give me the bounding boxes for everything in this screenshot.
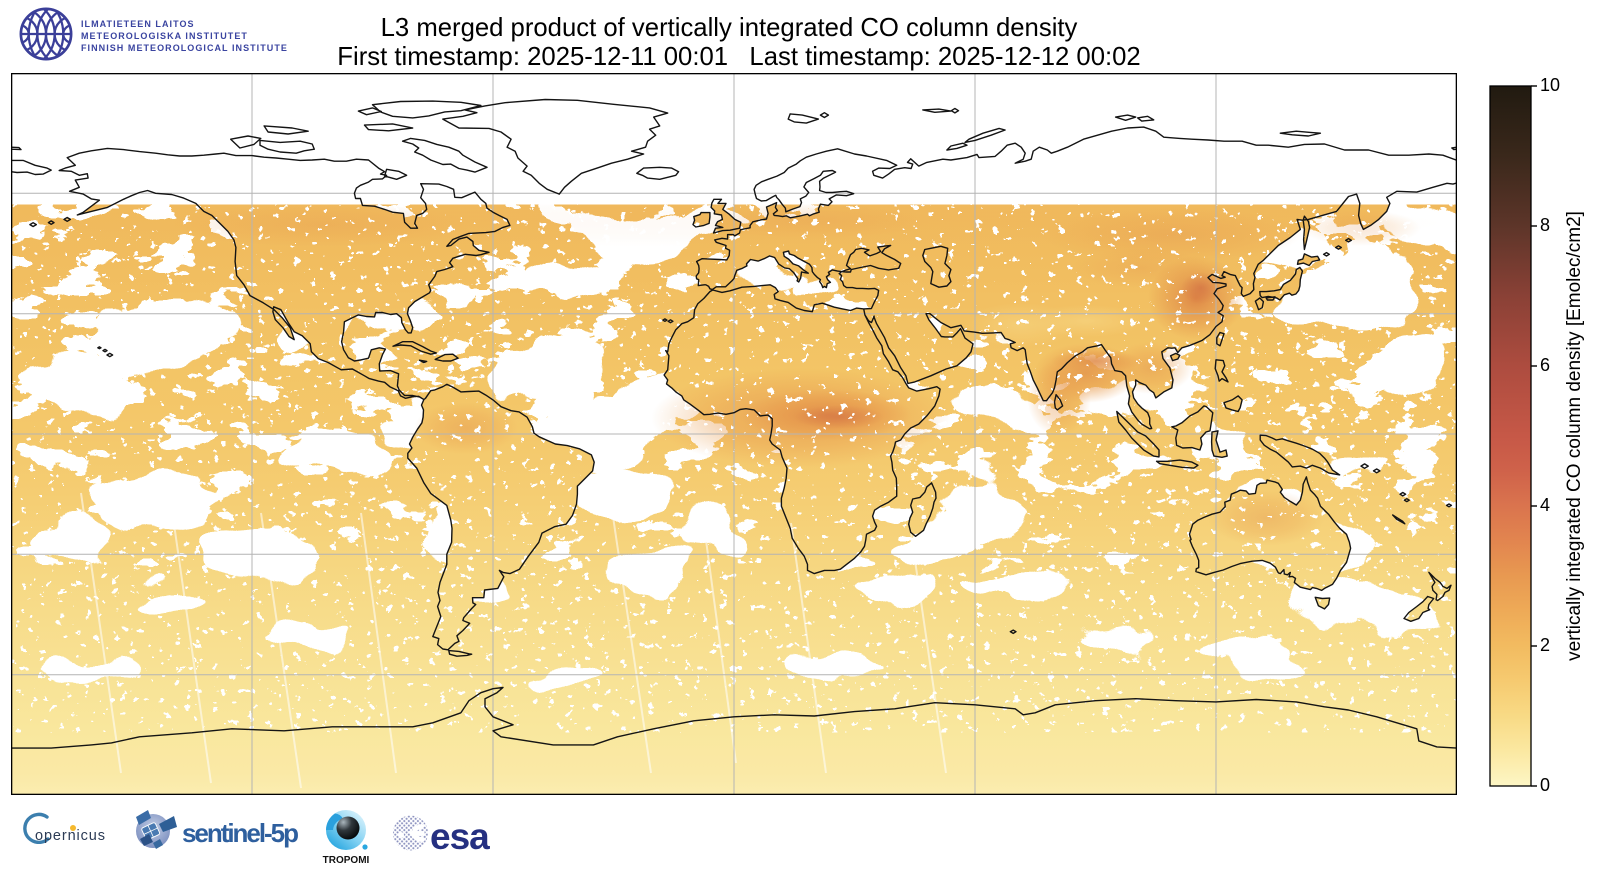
- svg-text:esa: esa: [430, 816, 490, 857]
- svg-text:sentinel-5p: sentinel-5p: [182, 818, 299, 848]
- svg-text:TROPOMI: TROPOMI: [323, 855, 370, 866]
- svg-text:opernicus: opernicus: [35, 828, 105, 844]
